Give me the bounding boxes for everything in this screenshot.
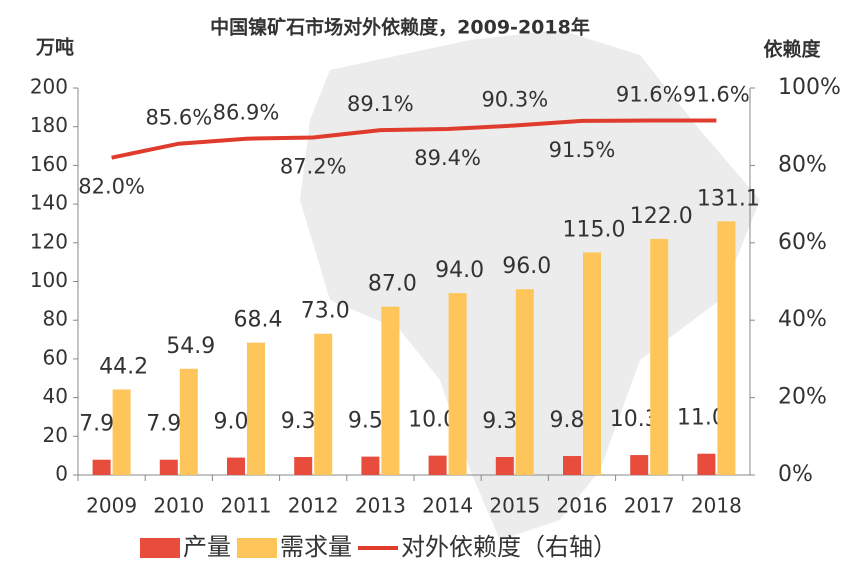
bar — [448, 293, 467, 475]
bar — [717, 221, 736, 475]
x-tick-label: 2010 — [153, 494, 204, 518]
bar — [495, 457, 514, 475]
chart-title: 中国镍矿石市场对外依赖度，2009-2018年 — [210, 16, 590, 39]
bar — [294, 457, 313, 475]
x-tick-label: 2013 — [355, 494, 406, 518]
y-tick-label: 20 — [43, 423, 68, 447]
data-label: 115.0 — [563, 217, 626, 242]
x-tick-label: 2009 — [86, 494, 137, 518]
line-series — [111, 118, 717, 160]
data-label: 122.0 — [630, 204, 693, 229]
data-label: 9.3 — [281, 409, 316, 434]
y-tick-label: 180 — [30, 113, 68, 137]
bar — [227, 457, 245, 475]
data-label: 9.8 — [550, 408, 585, 433]
data-label: 91.6% — [683, 83, 750, 107]
data-label: 7.9 — [146, 412, 181, 437]
x-tick-label: 2011 — [221, 494, 272, 518]
bar — [515, 289, 534, 475]
x-tick-label: 2012 — [288, 494, 339, 518]
bar — [428, 455, 447, 475]
data-label: 82.0% — [78, 175, 145, 199]
data-label: 96.0 — [502, 254, 551, 279]
y2-tick-label: 60% — [778, 230, 827, 255]
data-label: 68.4 — [234, 308, 283, 333]
data-label: 94.0 — [435, 258, 484, 283]
y2-tick-label: 40% — [778, 307, 827, 332]
bar — [381, 306, 400, 475]
data-label: 89.1% — [347, 92, 414, 116]
background-map — [300, 30, 760, 540]
y-tick-label: 60 — [43, 345, 68, 369]
x-tick-label: 2018 — [691, 494, 742, 518]
data-label: 9.3 — [482, 409, 517, 434]
y-tick-label: 120 — [30, 229, 68, 253]
bar — [112, 389, 131, 475]
data-label: 9.0 — [214, 410, 249, 435]
bar — [92, 459, 111, 475]
x-tick-label: 2017 — [624, 494, 675, 518]
legend-swatch — [140, 538, 180, 558]
legend-label: 产量 — [183, 533, 231, 561]
y-axis-label: 万吨 — [35, 36, 74, 59]
data-label: 54.9 — [166, 334, 215, 359]
data-label: 131.1 — [697, 186, 760, 211]
data-label: 91.5% — [549, 138, 616, 162]
bar — [314, 333, 333, 475]
bar — [650, 238, 669, 475]
x-tick-label: 2015 — [489, 494, 540, 518]
y-tick-label: 80 — [43, 307, 68, 331]
bar — [179, 368, 198, 475]
data-label: 90.3% — [481, 88, 548, 112]
bar — [697, 453, 716, 475]
bar — [630, 455, 649, 475]
y-tick-label: 40 — [43, 384, 68, 408]
data-label: 9.5 — [348, 409, 383, 434]
bar — [361, 456, 380, 475]
legend-swatch — [237, 538, 277, 558]
legend-label: 需求量 — [280, 533, 352, 561]
data-label: 91.6% — [616, 83, 683, 107]
data-label: 7.9 — [79, 412, 114, 437]
y2-tick-label: 20% — [778, 385, 827, 410]
y2-axis-label: 依赖度 — [763, 38, 821, 61]
y2-tick-label: 0% — [778, 462, 813, 487]
y-tick-label: 160 — [30, 152, 68, 176]
y2-tick-label: 100% — [778, 75, 841, 100]
bar — [247, 342, 265, 475]
data-label: 86.9% — [213, 101, 280, 125]
data-label: 87.2% — [280, 155, 347, 179]
y-tick-label: 200 — [30, 75, 68, 99]
y-tick-label: 100 — [30, 268, 68, 292]
x-tick-label: 2016 — [557, 494, 608, 518]
data-label: 89.4% — [414, 146, 481, 170]
data-label: 87.0 — [368, 272, 417, 297]
y-tick-label: 140 — [30, 191, 68, 215]
data-label: 85.6% — [145, 106, 212, 130]
y-tick-label: 0 — [55, 462, 68, 486]
bar — [159, 459, 178, 475]
y2-tick-label: 80% — [778, 152, 827, 177]
data-label: 73.0 — [301, 299, 350, 324]
bar — [563, 456, 581, 475]
bar — [583, 252, 601, 475]
legend-label: 对外依赖度（右轴） — [401, 533, 617, 561]
data-label: 44.2 — [99, 354, 148, 379]
x-tick-label: 2014 — [422, 494, 473, 518]
